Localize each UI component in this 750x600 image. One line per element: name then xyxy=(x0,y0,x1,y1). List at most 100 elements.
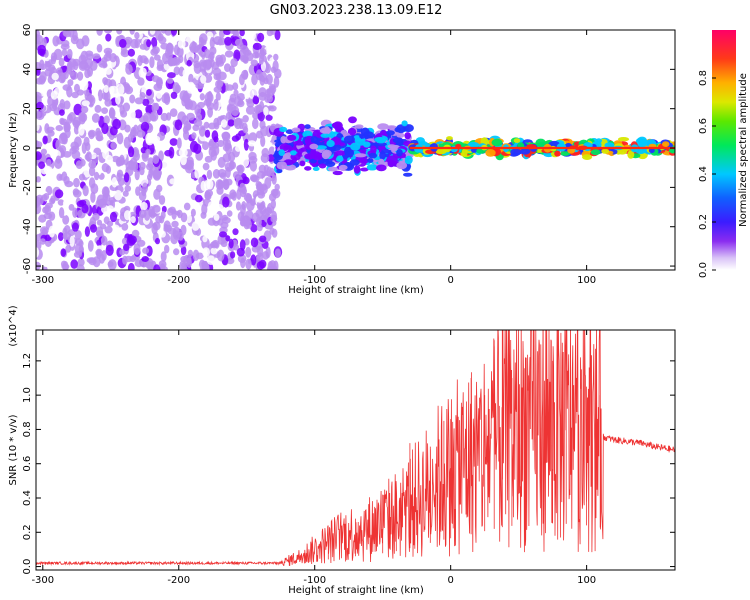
spectrogram-cell xyxy=(95,226,104,237)
spectrogram-cell xyxy=(250,224,258,233)
spectrogram-cell xyxy=(163,223,169,234)
spectrogram-cell xyxy=(43,212,53,220)
spectrogram-cell xyxy=(130,216,136,224)
spectrogram-cell xyxy=(139,92,146,100)
spectrogram-cell xyxy=(62,84,72,91)
spectrogram-cell xyxy=(160,30,167,34)
spectrogram-cell xyxy=(151,75,160,83)
spectrogram-cell xyxy=(146,261,154,270)
spectrogram-cell xyxy=(124,85,134,95)
spectrogram-cell xyxy=(207,201,215,211)
spectrogram-cell xyxy=(319,127,332,134)
spectrogram-cell xyxy=(107,261,114,268)
y-tick-label: 40 xyxy=(22,63,33,76)
spectrogram-cell xyxy=(197,101,206,109)
spectrogram-cell xyxy=(167,56,174,67)
spectrogram-cell xyxy=(208,138,215,151)
y-tick-label: 0.8 xyxy=(22,421,33,437)
spectrogram-cell xyxy=(42,258,50,268)
colorbar-label: Normalized spectral amplitude xyxy=(738,73,749,227)
y-tick-label: 1.2 xyxy=(22,353,33,369)
spectrogram-cell xyxy=(210,247,218,255)
spectrogram-cell xyxy=(213,98,219,111)
spectrogram-cell xyxy=(128,146,135,158)
spectrogram-cell xyxy=(129,255,137,263)
spectrogram-cell xyxy=(378,158,385,166)
spectrogram-cell xyxy=(217,249,225,262)
spectrogram-cell xyxy=(86,53,94,60)
spectrogram-cell xyxy=(232,82,239,91)
spectrogram-cell xyxy=(202,162,210,171)
spectrogram-cell xyxy=(272,188,281,199)
spectrogram-cell xyxy=(121,237,129,245)
spectrogram-cell xyxy=(97,89,103,102)
spectrogram-cell xyxy=(203,59,212,71)
spectrogram-cell xyxy=(169,108,178,117)
spectrogram-cell xyxy=(244,238,250,246)
spectrogram-cell xyxy=(265,114,273,121)
spectrogram-cell xyxy=(122,190,129,197)
spectrogram-cell xyxy=(224,36,232,46)
spectrogram-cell xyxy=(186,59,192,67)
spectrogram-cell xyxy=(366,164,378,171)
spectrogram-cell xyxy=(159,230,166,238)
spectrogram-cell xyxy=(255,184,264,191)
spectrogram-cell xyxy=(74,136,82,148)
spectrogram-cell xyxy=(217,140,225,147)
spectrogram-cell xyxy=(72,207,78,218)
snr-x-axis-label: Height of straight line (km) xyxy=(288,585,424,596)
spectrogram-cell xyxy=(202,263,210,270)
spectrogram-cell xyxy=(105,33,112,42)
spectrogram-cell xyxy=(61,171,68,181)
spectrogram-cell xyxy=(220,119,228,128)
spectrogram-cell xyxy=(374,137,385,143)
spectrogram-cell xyxy=(229,192,236,200)
spectrogram-cell xyxy=(242,115,249,123)
spectrogram-cell xyxy=(166,77,174,84)
spectrogram-cell xyxy=(190,208,196,217)
spectrogram-cell xyxy=(52,35,60,47)
spectrogram-cell xyxy=(114,190,123,201)
spectrogram-cell xyxy=(69,235,75,247)
spectrogram-cell xyxy=(403,124,414,133)
colorbar-ticks: 0.0 0.2 0.4 0.6 0.8 xyxy=(698,70,716,278)
spectrogram-cell xyxy=(349,159,360,166)
spectrogram-cell xyxy=(203,121,210,129)
spectrogram-cell xyxy=(75,160,83,170)
spectrogram-cell xyxy=(204,155,213,163)
spectrogram-cell xyxy=(123,243,130,251)
spectrogram-cell xyxy=(231,105,240,117)
spectrogram-cell xyxy=(139,166,145,176)
spectrogram-cell xyxy=(560,151,571,156)
spectrogram-cell xyxy=(98,60,108,68)
spectrogram-cell xyxy=(267,154,275,162)
spectrogram-cell xyxy=(78,124,85,136)
spectrogram-cell xyxy=(64,122,71,133)
y-tick-label: 0.6 xyxy=(22,456,33,472)
spectrogram-cell xyxy=(252,96,260,105)
spectrogram-cell xyxy=(320,133,331,138)
spectrogram-cell xyxy=(217,156,226,168)
spectrogram-cell xyxy=(187,249,193,257)
y-tick-label: 0 xyxy=(22,145,33,151)
spectrogram-cell xyxy=(92,53,101,60)
snr-y-ticks: 0.0 0.2 0.4 0.6 0.8 1.0 1.2 xyxy=(22,353,675,575)
spectrogram-cell xyxy=(116,172,122,182)
spectrogram-cell xyxy=(215,79,223,89)
spectrogram-cell xyxy=(189,41,199,54)
y-tick-label: 1.0 xyxy=(22,387,33,403)
spectrogram-cell xyxy=(120,110,128,118)
spectrogram-cell xyxy=(122,102,131,112)
spectrogram-cell xyxy=(148,168,154,178)
spectrogram-cell xyxy=(40,148,48,155)
spectrogram-cell xyxy=(103,84,109,93)
spectrogram-cell xyxy=(124,124,131,133)
spectrogram-cell xyxy=(111,224,120,232)
spectrogram-cell xyxy=(257,204,264,211)
spectrogram-cell xyxy=(638,138,648,148)
spectrogram-cell xyxy=(153,264,161,270)
spectrogram-cell xyxy=(183,129,190,141)
spectrogram-cell xyxy=(73,177,80,188)
spectrogram-cell xyxy=(92,213,100,221)
spectrogram-cell xyxy=(105,244,114,256)
